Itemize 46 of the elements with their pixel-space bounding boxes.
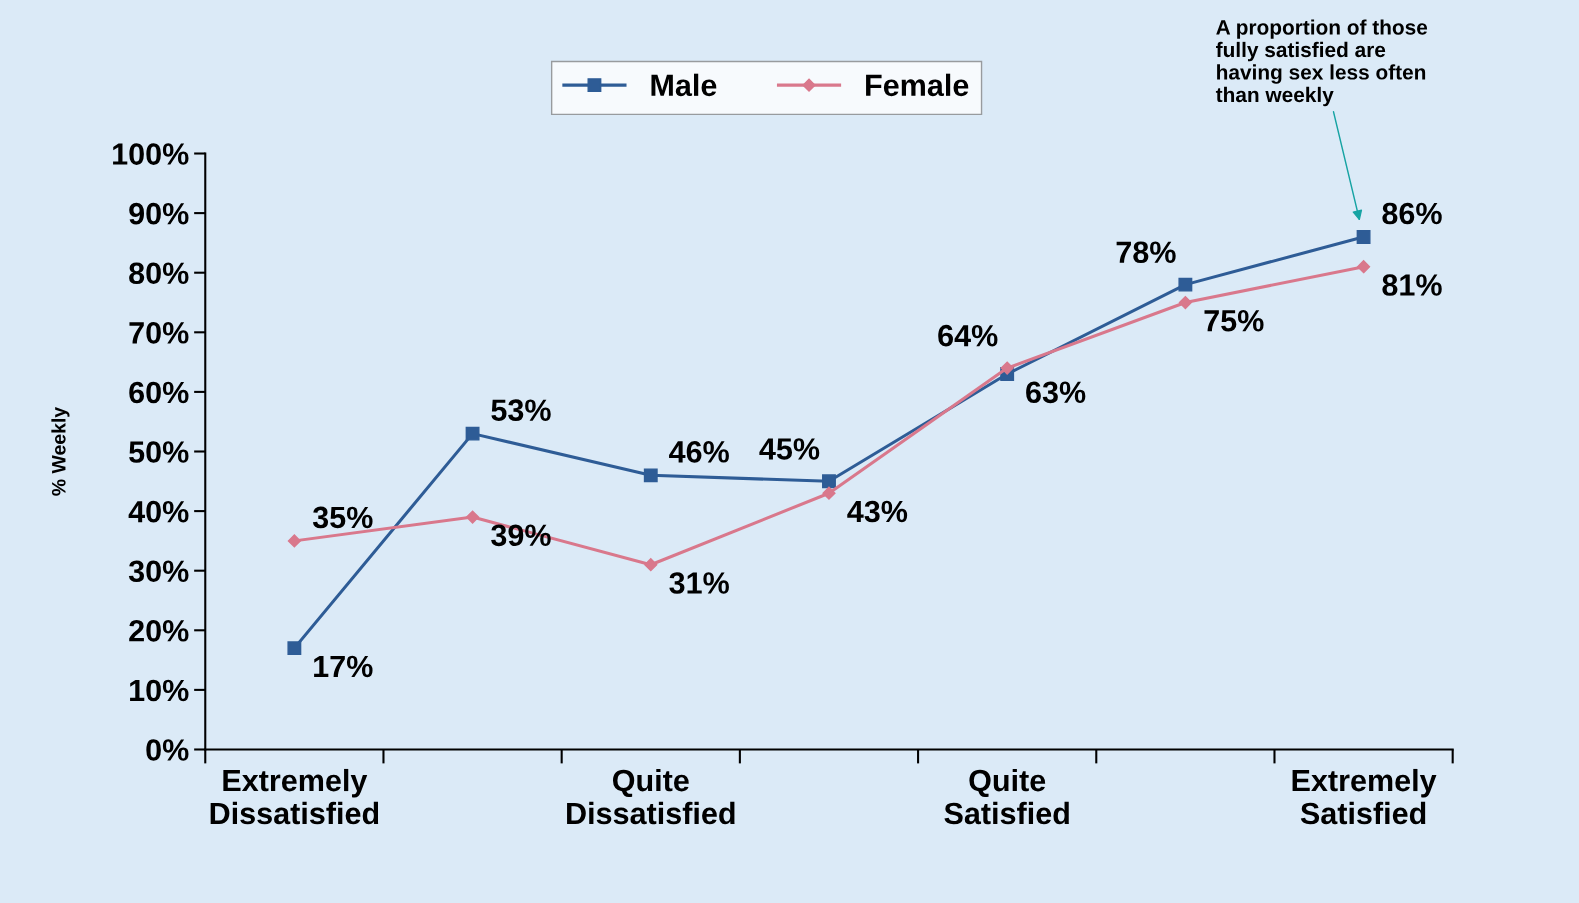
point [1000,361,1014,375]
data-label: 64% [938,324,998,347]
point [822,486,836,500]
data-label: 75% [1204,310,1264,332]
legend-label: Female [866,73,969,97]
point [1356,260,1371,274]
y-tick-label: 40% [128,500,189,523]
point [822,474,836,489]
data-label: 35% [312,506,373,529]
legend-label: Male [651,73,717,97]
data-label: 17% [314,655,373,678]
point [465,510,480,524]
y-tick-label: 60% [129,381,189,404]
data-label: 39% [491,524,551,547]
y-tick-label: 90% [129,202,189,225]
point [643,468,658,483]
point [287,641,302,656]
point [1178,295,1192,310]
point [1178,277,1193,292]
point [1356,230,1371,244]
data-label: 46% [669,441,729,463]
data-label: 86% [1382,202,1442,225]
data-label: 43% [847,500,908,523]
point [287,534,301,548]
y-tick-label: 0% [146,739,189,761]
x-tick-label: Quite Satisfied [944,768,1069,825]
y-tick-label: 70% [129,322,189,344]
x-tick-label: Extremely Dissatisfied [210,768,379,825]
data-label: 63% [1026,381,1086,404]
data-label: 78% [1116,241,1176,264]
point [465,426,480,441]
y-axis-title: % Weekly [51,406,70,496]
data-label: 53% [491,399,551,422]
data-label: 31% [669,572,729,594]
y-tick-label: 10% [130,679,189,702]
y-tick-label: 50% [129,441,189,463]
y-tick-label: 100% [113,143,189,165]
text: A proportion of those fully satisfied are having sex less often than weekly [1215,19,1428,107]
data-label: 81% [1382,274,1442,296]
data-label: 45% [759,438,820,460]
x-tick-label: Quite Dissatisfied [567,768,735,825]
x-tick-label: Extremely Satisfied [1292,768,1437,825]
y-tick-label: 20% [129,620,189,642]
point [644,558,658,572]
y-tick-label: 30% [128,560,189,583]
y-tick-label: 80% [129,262,189,285]
